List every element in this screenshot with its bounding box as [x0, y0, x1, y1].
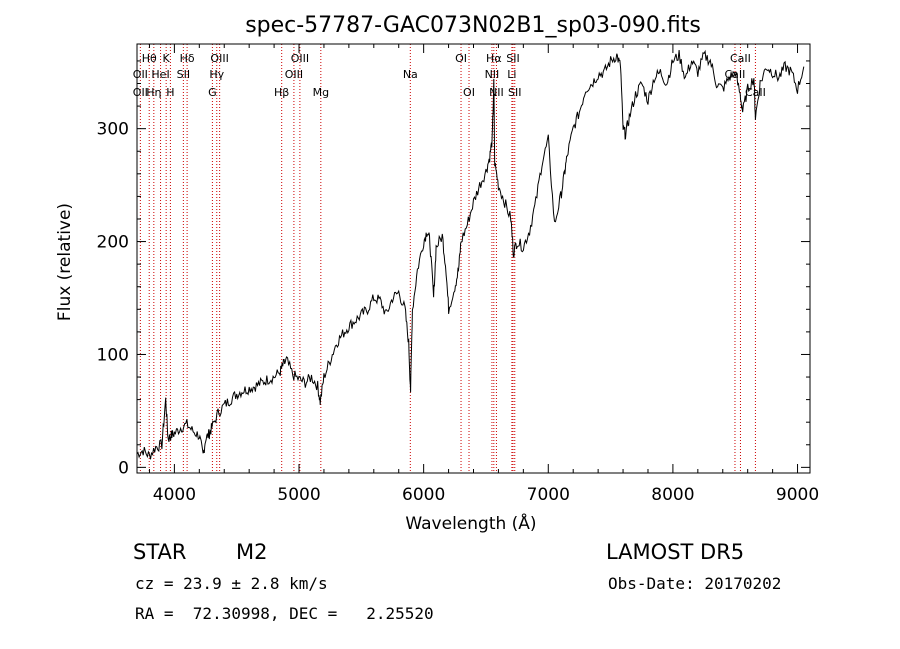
line-label: OIII: [285, 68, 303, 81]
line-label: CaII: [725, 68, 746, 81]
line-label: NII: [485, 68, 500, 81]
chart-title: spec-57787-GAC073N02B1_sp03-090.fits: [245, 13, 701, 38]
line-label: Hα: [486, 52, 502, 65]
survey-name: LAMOST DR5: [606, 540, 745, 564]
object-class: STAR: [133, 540, 187, 564]
line-label: CaII: [745, 86, 766, 99]
redshift-velocity: cz = 23.9 ± 2.8 km/s: [135, 574, 328, 593]
axis-ticks: 4000 5000 6000 7000 8000 9000 0 100 200 300: [97, 44, 819, 505]
x-axis-label: Wavelength (Å): [405, 512, 536, 534]
observation-date: Obs-Date: 20170202: [608, 574, 782, 593]
line-label: Hδ: [180, 52, 195, 65]
line-label: CaII: [730, 52, 751, 65]
y-tick-label: 100: [97, 345, 129, 365]
coordinates: RA = 72.30998, DEC = 2.25520: [135, 604, 434, 623]
line-label: OI: [463, 86, 475, 99]
line-label: Hγ: [209, 68, 224, 81]
line-label: SII: [177, 68, 190, 81]
line-label: HeI: [151, 68, 169, 81]
x-tick-label: 6000: [402, 485, 445, 505]
line-label: Hη: [146, 86, 161, 99]
spectrum-series: [136, 49, 805, 460]
y-tick-label: 300: [97, 120, 129, 140]
x-tick-label: 4000: [153, 485, 196, 505]
y-axis-label: Flux (relative): [55, 203, 75, 321]
line-label: H: [166, 86, 174, 99]
line-label: OIII: [210, 52, 228, 65]
object-subclass: M2: [236, 540, 268, 564]
y-tick-label: 0: [118, 458, 129, 478]
line-label: OI: [455, 52, 467, 65]
line-label: K: [163, 52, 171, 65]
line-label: SII: [508, 86, 521, 99]
x-tick-label: 5000: [277, 485, 320, 505]
line-label: Hβ: [274, 86, 289, 99]
line-label: OII: [133, 68, 148, 81]
y-tick-label: 200: [97, 233, 129, 253]
spectrum-line: [136, 49, 805, 460]
x-tick-label: 7000: [527, 485, 570, 505]
line-label: Mg: [313, 86, 329, 99]
line-label: SII: [506, 52, 519, 65]
spectral-line-markers: [139, 44, 756, 473]
x-tick-label: 8000: [651, 485, 694, 505]
line-label: NII: [489, 86, 504, 99]
line-label: OII: [133, 86, 148, 99]
line-label: Na: [403, 68, 418, 81]
line-label: Hθ: [142, 52, 157, 65]
x-tick-label: 9000: [776, 485, 819, 505]
line-label: Li: [507, 68, 516, 81]
plot-frame: [136, 43, 811, 474]
line-label: OIII: [291, 52, 309, 65]
line-label: G: [208, 86, 217, 99]
